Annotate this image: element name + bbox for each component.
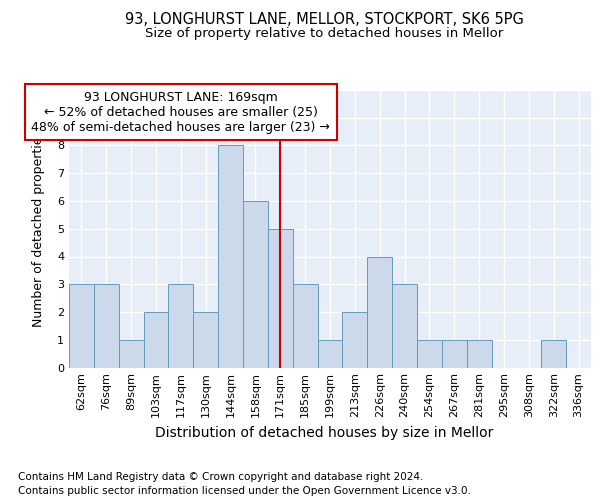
Text: Contains HM Land Registry data © Crown copyright and database right 2024.: Contains HM Land Registry data © Crown c…	[18, 472, 424, 482]
Text: 93, LONGHURST LANE, MELLOR, STOCKPORT, SK6 5PG: 93, LONGHURST LANE, MELLOR, STOCKPORT, S…	[125, 12, 523, 28]
Bar	[69, 284, 94, 368]
Bar	[193, 312, 218, 368]
Bar	[169, 284, 193, 368]
Bar	[293, 284, 317, 368]
Bar	[541, 340, 566, 367]
Y-axis label: Number of detached properties: Number of detached properties	[32, 130, 44, 327]
Bar	[392, 284, 417, 368]
Bar	[218, 146, 243, 368]
Bar	[243, 201, 268, 368]
Text: Size of property relative to detached houses in Mellor: Size of property relative to detached ho…	[145, 28, 503, 40]
Bar	[442, 340, 467, 367]
Bar	[94, 284, 119, 368]
Bar	[317, 340, 343, 367]
Bar	[367, 256, 392, 368]
Bar	[467, 340, 491, 367]
Bar	[268, 229, 293, 368]
Text: 93 LONGHURST LANE: 169sqm
← 52% of detached houses are smaller (25)
48% of semi-: 93 LONGHURST LANE: 169sqm ← 52% of detac…	[31, 90, 330, 134]
Text: Distribution of detached houses by size in Mellor: Distribution of detached houses by size …	[155, 426, 493, 440]
Text: Contains public sector information licensed under the Open Government Licence v3: Contains public sector information licen…	[18, 486, 471, 496]
Bar	[343, 312, 367, 368]
Bar	[143, 312, 169, 368]
Bar	[119, 340, 143, 367]
Bar	[417, 340, 442, 367]
